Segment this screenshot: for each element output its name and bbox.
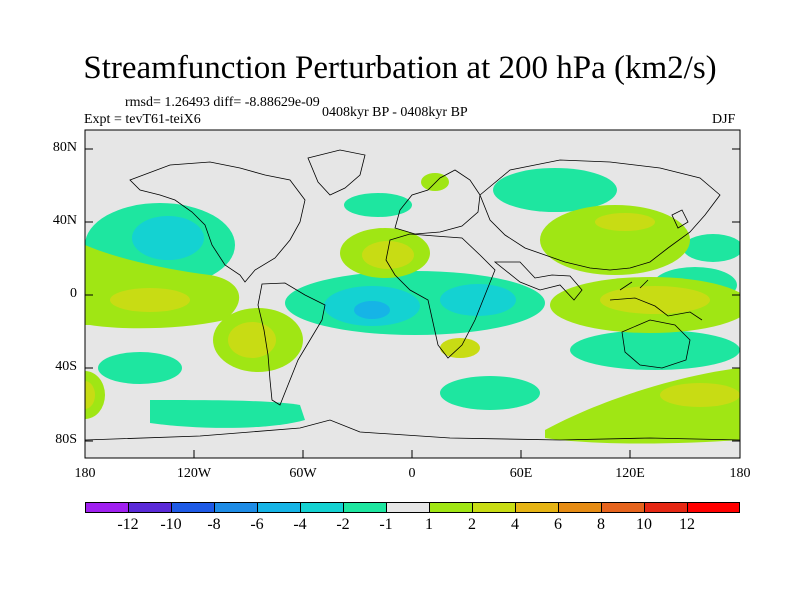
lon-label-120w: 120W	[176, 466, 212, 481]
lon-label-60w: 60W	[289, 466, 317, 481]
coast-arabia-india	[493, 261, 583, 301]
contour-neg-west-pacific	[683, 234, 740, 262]
coast-north-america	[129, 161, 306, 283]
coast-australia	[621, 319, 691, 369]
map-title: Streamfunction Perturbation at 200 hPa (…	[83, 50, 717, 86]
lon-label-0: 0	[408, 466, 416, 481]
contour-neg-south-pacific	[98, 352, 182, 384]
contour-neg-nw-atlantic	[344, 193, 412, 217]
contour-neg-southern-ocean	[570, 330, 740, 370]
map-ticks	[85, 148, 740, 458]
coast-greenland	[307, 149, 366, 196]
stats-text: rmsd= 1.26493 diff= -8.88629e-09	[125, 95, 320, 110]
coastlines	[85, 149, 740, 441]
contour-pos-southern-africa	[440, 338, 480, 358]
coast-asia	[479, 159, 721, 271]
contour-pos-greenland	[421, 173, 449, 191]
lat-label-80n: 80N	[52, 140, 77, 155]
lon-label-120e: 120E	[615, 466, 645, 481]
experiment-label: Expt = tevT61-teiX6	[84, 112, 201, 127]
contour-neg-eurasia	[493, 168, 617, 212]
coast-maritime-continent	[609, 279, 703, 321]
lon-label-180w: 180	[74, 466, 96, 481]
lon-label-60e: 60E	[509, 466, 533, 481]
lat-label-40n: 40N	[52, 213, 77, 228]
lon-label-180e: 180	[729, 466, 751, 481]
contour-neg-south-indian	[440, 376, 540, 410]
lat-label-80s: 80S	[55, 432, 77, 447]
contour-fills	[85, 168, 740, 444]
contour-neg-southern-band	[150, 400, 305, 428]
period-label: 0408kyr BP - 0408kyr BP	[322, 105, 468, 120]
coast-antarctica	[85, 419, 740, 441]
coast-europe	[394, 169, 481, 235]
lat-label-40s: 40S	[55, 359, 77, 374]
coast-africa	[385, 233, 496, 359]
coast-japan	[671, 209, 689, 229]
season-label: DJF	[712, 112, 736, 127]
coast-south-america	[257, 282, 326, 406]
lat-label-0: 0	[70, 286, 77, 301]
